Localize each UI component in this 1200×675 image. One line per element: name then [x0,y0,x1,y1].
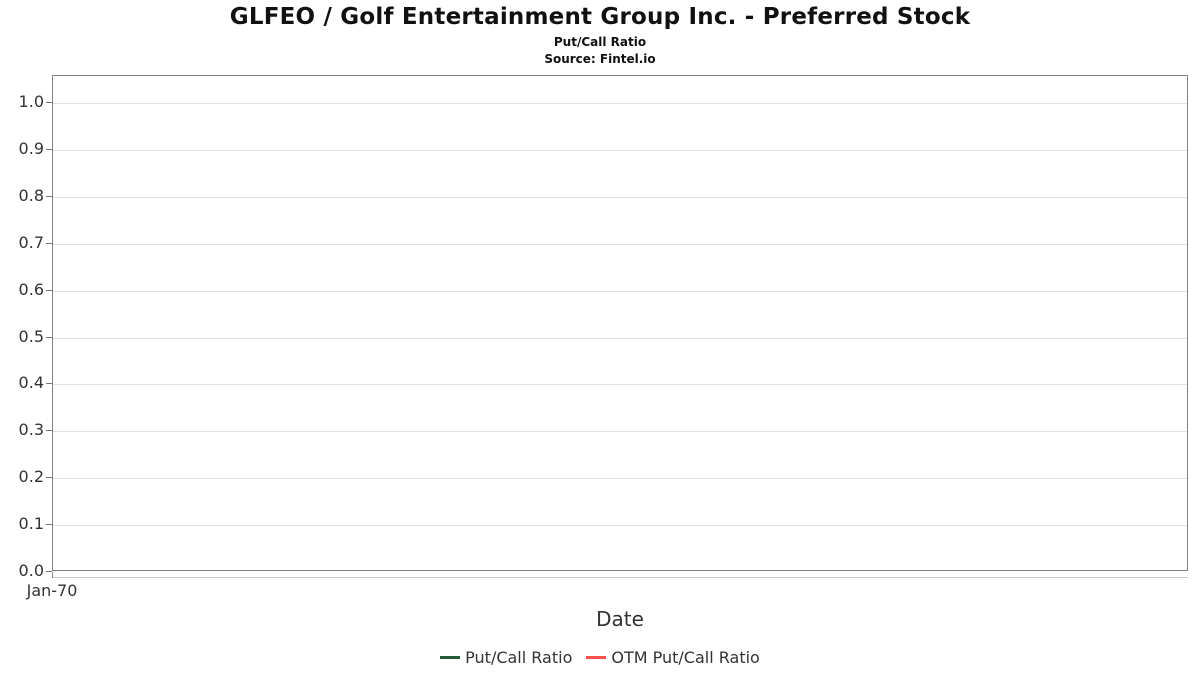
legend-swatch-put-call-ratio [440,656,461,659]
x-axis-tick [52,572,53,578]
gridline [53,244,1187,245]
gridline [53,384,1187,385]
y-tick-label: 0.9 [18,139,44,158]
y-axis-tick [46,196,52,197]
y-tick-label: 0.5 [18,327,44,346]
gridline [53,291,1187,292]
gridline [53,197,1187,198]
legend: Put/Call Ratio OTM Put/Call Ratio [0,648,1200,667]
y-tick-label: 0.1 [18,514,44,533]
plot-area [52,75,1188,571]
y-axis-tick [46,477,52,478]
gridline [53,103,1187,104]
legend-label-otm-put-call-ratio: OTM Put/Call Ratio [611,648,760,667]
y-tick-label: 0.7 [18,233,44,252]
y-axis-tick [46,290,52,291]
chart-source: Source: Fintel.io [544,52,656,66]
y-tick-label: 1.0 [18,92,44,111]
gridline [53,338,1187,339]
y-axis-tick [46,430,52,431]
y-tick-label: 0.8 [18,186,44,205]
y-tick-label: 0.3 [18,420,44,439]
legend-item-otm-put-call-ratio[interactable]: OTM Put/Call Ratio [586,648,760,667]
gridline [53,431,1187,432]
y-tick-label: 0.4 [18,373,44,392]
chart-subtitle: Put/Call Ratio [553,35,647,49]
gridline [53,525,1187,526]
legend-item-put-call-ratio[interactable]: Put/Call Ratio [440,648,572,667]
gridline [53,150,1187,151]
y-tick-label: 0.2 [18,467,44,486]
gridline [53,478,1187,479]
y-axis-tick [46,102,52,103]
chart-title: GLFEO / Golf Entertainment Group Inc. - … [229,4,971,30]
x-tick-label: Jan-70 [26,581,78,600]
y-axis-tick [46,337,52,338]
y-tick-label: 0.6 [18,280,44,299]
y-axis-tick [46,571,52,572]
x-axis-title: Date [596,607,644,631]
y-axis-tick [46,243,52,244]
y-tick-label: 0.0 [18,561,44,580]
y-axis-tick [46,383,52,384]
y-axis-tick [46,149,52,150]
legend-swatch-otm-put-call-ratio [586,656,607,659]
y-axis-tick [46,524,52,525]
legend-label-put-call-ratio: Put/Call Ratio [465,648,573,667]
x-axis-line [52,577,1188,578]
